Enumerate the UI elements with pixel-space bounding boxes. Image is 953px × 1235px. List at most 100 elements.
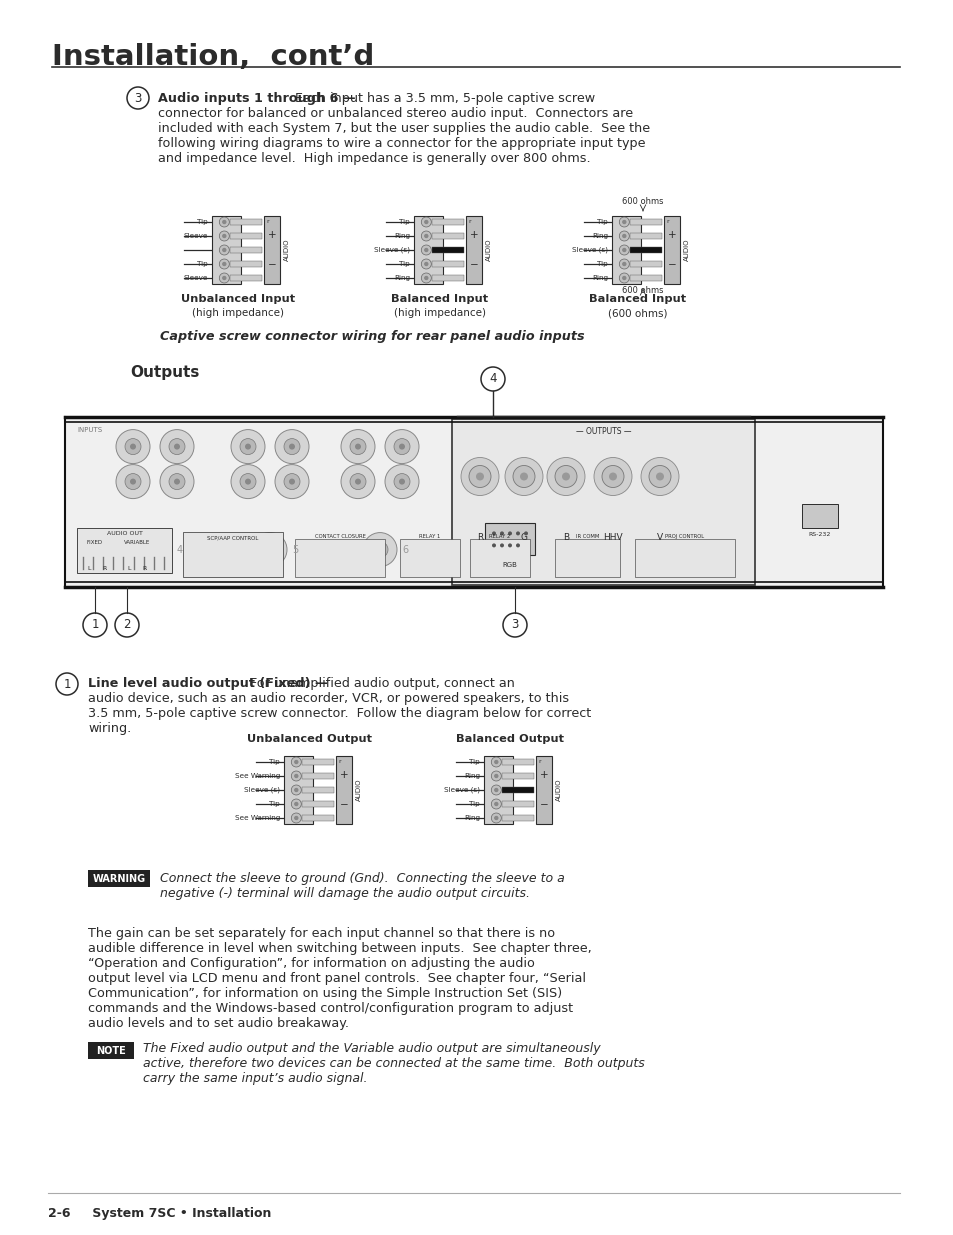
Circle shape [219, 217, 229, 227]
Text: −: − [268, 259, 276, 270]
Text: Installation,  cont’d: Installation, cont’d [52, 43, 374, 70]
Circle shape [385, 464, 418, 499]
Text: RS-232: RS-232 [808, 531, 830, 536]
Circle shape [460, 457, 498, 495]
Bar [484, 524, 535, 556]
Text: 4: 4 [177, 545, 183, 555]
Text: Tip: Tip [269, 760, 280, 764]
Circle shape [491, 771, 500, 781]
Text: Tip: Tip [197, 219, 208, 225]
Circle shape [219, 259, 229, 269]
Bar [432, 219, 463, 225]
Circle shape [222, 220, 226, 225]
Circle shape [394, 473, 410, 489]
Text: “Operation and Configuration”, for information on adjusting the audio: “Operation and Configuration”, for infor… [88, 957, 535, 969]
Circle shape [291, 785, 301, 795]
Text: AUDIO: AUDIO [284, 238, 290, 262]
Bar [432, 247, 463, 253]
Circle shape [222, 248, 226, 252]
Text: Tip: Tip [469, 760, 479, 764]
Bar [302, 815, 334, 821]
Circle shape [424, 220, 428, 225]
Circle shape [355, 479, 360, 484]
Text: NOTE: NOTE [96, 1046, 126, 1056]
Circle shape [504, 457, 542, 495]
Text: AUDIO: AUDIO [556, 779, 561, 802]
Text: Balanced Input: Balanced Input [589, 294, 686, 304]
Bar [183, 532, 283, 577]
Circle shape [421, 231, 431, 241]
Circle shape [231, 464, 265, 499]
Circle shape [421, 217, 431, 227]
Text: Sleeve (s): Sleeve (s) [244, 787, 280, 793]
Circle shape [424, 275, 428, 280]
Text: 4: 4 [489, 373, 497, 385]
Text: Sleeve (s): Sleeve (s) [443, 787, 479, 793]
Bar [88, 1042, 133, 1058]
Text: Audio inputs 1 through 6 —: Audio inputs 1 through 6 — [158, 91, 355, 105]
Text: Connect the sleeve to ground (Gnd).  Connecting the sleeve to a: Connect the sleeve to ground (Gnd). Conn… [160, 872, 564, 885]
Bar [230, 247, 262, 253]
Circle shape [424, 262, 428, 267]
Bar [302, 773, 334, 779]
Text: +: + [339, 771, 348, 781]
Circle shape [284, 438, 299, 454]
Text: output level via LCD menu and front panel controls.  See chapter four, “Serial: output level via LCD menu and front pane… [88, 972, 585, 986]
Bar [335, 756, 352, 824]
Circle shape [621, 248, 626, 252]
Circle shape [398, 443, 405, 450]
Text: Ring: Ring [591, 275, 607, 282]
Circle shape [350, 473, 366, 489]
Text: 3: 3 [134, 91, 142, 105]
Text: 3: 3 [511, 619, 518, 631]
Text: r: r [665, 219, 668, 224]
Text: AUDIO OUT: AUDIO OUT [107, 531, 142, 536]
Text: Tip: Tip [197, 261, 208, 267]
Text: Each input has a 3.5 mm, 5-pole captive screw: Each input has a 3.5 mm, 5-pole captive … [291, 91, 595, 105]
Bar [230, 219, 262, 225]
Bar [502, 815, 534, 821]
Circle shape [289, 479, 294, 484]
Circle shape [222, 262, 226, 267]
Text: For unamplified audio output, connect an: For unamplified audio output, connect an [246, 677, 515, 690]
Circle shape [621, 275, 626, 280]
Text: −: − [667, 259, 676, 270]
Circle shape [173, 479, 180, 484]
Text: and impedance level.  High impedance is generally over 800 ohms.: and impedance level. High impedance is g… [158, 152, 590, 165]
Bar [212, 216, 240, 284]
Circle shape [294, 802, 298, 806]
Circle shape [291, 771, 301, 781]
Text: (600 ohms): (600 ohms) [608, 308, 667, 317]
Bar [465, 216, 481, 284]
Bar [230, 275, 262, 282]
Text: The gain can be set separately for each input channel so that there is no: The gain can be set separately for each … [88, 927, 555, 940]
Circle shape [499, 531, 503, 536]
Circle shape [523, 531, 527, 536]
Bar [502, 787, 534, 793]
Circle shape [656, 473, 663, 480]
Text: wiring.: wiring. [88, 722, 132, 735]
Bar [663, 216, 679, 284]
Bar [630, 261, 661, 267]
Circle shape [507, 543, 512, 547]
Text: IR COMM: IR COMM [576, 534, 598, 538]
Text: following wiring diagrams to wire a connector for the appropriate input type: following wiring diagrams to wire a conn… [158, 137, 645, 149]
Circle shape [289, 443, 294, 450]
Text: +: + [667, 230, 676, 240]
Text: +: + [469, 230, 477, 240]
Text: See Warning: See Warning [234, 815, 280, 821]
Circle shape [516, 531, 519, 536]
Text: V: V [657, 532, 662, 542]
Text: Sleeve: Sleeve [183, 275, 208, 282]
Circle shape [491, 785, 500, 795]
Bar [612, 216, 639, 284]
Circle shape [294, 788, 298, 792]
Circle shape [274, 430, 309, 463]
Bar [502, 773, 534, 779]
Bar [302, 802, 334, 806]
Text: audible difference in level when switching between inputs.  See chapter three,: audible difference in level when switchi… [88, 942, 591, 955]
Text: 1: 1 [91, 619, 99, 631]
Text: Line level audio output (Fixed) —: Line level audio output (Fixed) — [88, 677, 327, 690]
Circle shape [340, 430, 375, 463]
Circle shape [499, 543, 503, 547]
